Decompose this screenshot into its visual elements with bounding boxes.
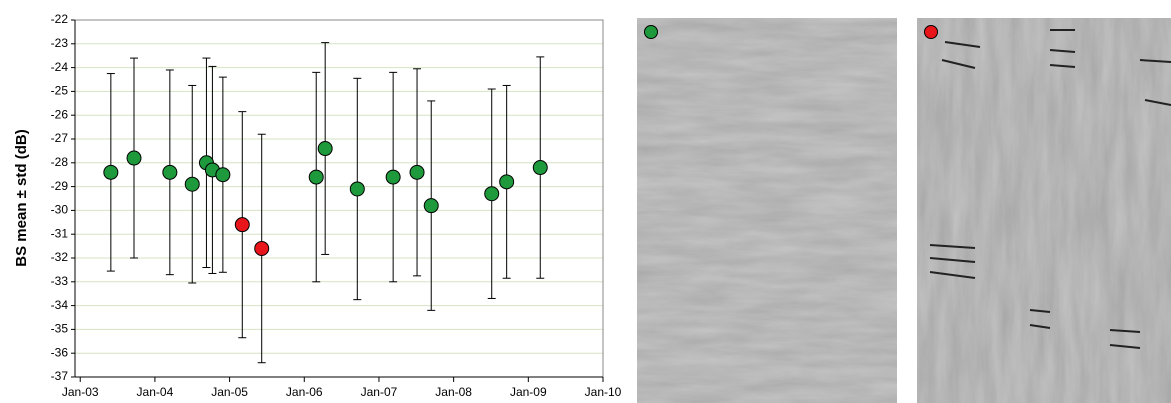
- y-tick-label: -35: [51, 322, 69, 336]
- y-tick-label: -31: [51, 226, 69, 240]
- x-tick-label: Jan-09: [510, 385, 547, 399]
- image-panel-red: [917, 18, 1171, 403]
- y-tick-label: -34: [51, 298, 69, 312]
- data-point: [484, 186, 500, 202]
- data-point: [234, 217, 250, 233]
- y-tick-label: -23: [51, 36, 69, 50]
- x-tick-label: Jan-03: [62, 385, 99, 399]
- y-tick-label: -36: [51, 345, 69, 359]
- x-tick-label: Jan-07: [361, 385, 398, 399]
- data-point: [317, 141, 333, 157]
- data-point: [126, 150, 142, 166]
- image-panel-green: [637, 18, 897, 403]
- data-point: [423, 198, 439, 214]
- data-point: [254, 240, 270, 256]
- data-point: [308, 169, 324, 185]
- x-tick-label: Jan-04: [137, 385, 174, 399]
- data-point: [184, 176, 200, 192]
- plot-border: [74, 19, 604, 378]
- y-tick-label: -33: [51, 274, 69, 288]
- data-point: [215, 167, 231, 183]
- data-point: [103, 164, 119, 180]
- y-axis-label: BS mean ± std (dB): [13, 129, 30, 266]
- data-point: [532, 160, 548, 176]
- x-tick-label: Jan-05: [211, 385, 248, 399]
- data-point: [162, 164, 178, 180]
- x-tick-label: Jan-10: [585, 385, 622, 399]
- data-point: [409, 164, 425, 180]
- data-point: [499, 174, 515, 190]
- y-tick-label: -28: [51, 155, 69, 169]
- y-tick-label: -37: [51, 369, 69, 383]
- plot-area: -22 -23 -24 -25 -26 -27 -28 -29 -30 -31 -32 -33 -34 -…: [51, 12, 622, 399]
- y-tick-label: -22: [51, 12, 69, 26]
- y-tick-label: -25: [51, 84, 69, 98]
- y-tick-label: -29: [51, 179, 69, 193]
- y-tick-label: -24: [51, 60, 69, 74]
- data-point: [385, 169, 401, 185]
- y-tick-label: -26: [51, 107, 69, 121]
- y-tick-label: -30: [51, 203, 69, 217]
- data-point: [349, 181, 365, 197]
- y-tick-label: -27: [51, 131, 69, 145]
- x-tick-label: Jan-08: [435, 385, 472, 399]
- x-tick-label: Jan-06: [286, 385, 323, 399]
- y-tick-label: -32: [51, 250, 69, 264]
